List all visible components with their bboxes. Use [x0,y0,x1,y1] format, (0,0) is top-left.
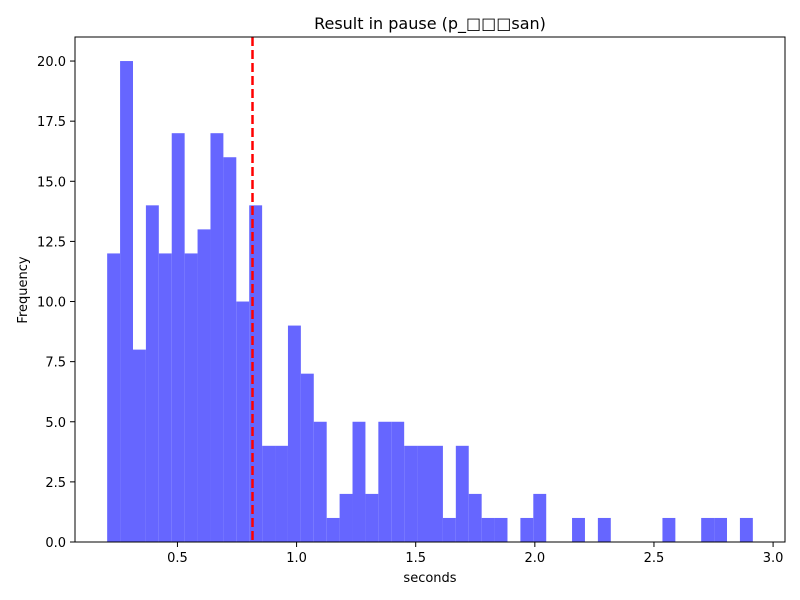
y-tick-label: 5.0 [45,416,66,431]
x-axis-label: seconds [403,571,456,586]
histogram-bar [184,253,198,542]
histogram-bar [739,517,753,542]
histogram-bar [378,421,392,542]
chart-title: Result in pause (p_□□□san) [314,14,546,34]
y-tick-label: 12.5 [37,235,66,250]
plot-frame [74,36,786,543]
histogram-bar [145,205,159,543]
histogram-bar [300,373,314,542]
histogram-bar [158,253,172,542]
histogram-bar [262,445,276,542]
x-axis: 0.5 1.0 1.5 2.0 2.5 3.0 [167,542,783,566]
histogram-bar [468,493,482,542]
histogram-bar [365,493,379,542]
histogram-bar [275,445,288,542]
y-tick-label: 20.0 [37,55,66,70]
histogram-bar [404,445,418,542]
y-tick-label: 7.5 [45,356,66,371]
histogram-bar [249,205,263,543]
histogram-bar [197,229,211,542]
x-tick-label: 3.0 [763,551,784,566]
x-tick-label: 1.5 [405,551,426,566]
histogram-bar [171,133,185,542]
y-axis-label: Frequency [16,256,31,323]
histogram-bar [287,325,301,542]
histogram-bar [481,517,495,542]
histogram-bar [455,445,469,542]
histogram-bar [210,133,224,542]
plot-area [107,37,753,543]
histogram-bar [572,517,585,542]
histogram-bar [430,445,443,542]
histogram-bar [326,517,340,542]
y-tick-label: 15.0 [37,175,66,190]
histogram-bar [236,301,250,542]
histogram-bar [662,517,676,542]
histogram-bar [701,517,715,542]
x-tick-label: 2.5 [644,551,665,566]
y-tick-label: 0.0 [45,536,66,551]
histogram-bar [223,157,237,542]
histogram-bar [714,517,728,542]
histogram-bar [120,61,133,543]
x-tick-label: 1.0 [286,551,307,566]
histogram-bar [533,493,547,542]
y-axis: 0.0 2.5 5.0 7.5 10.0 12.5 15.0 17.5 20.0 [37,55,75,551]
y-tick-label: 17.5 [37,115,66,130]
x-tick-label: 0.5 [167,551,188,566]
histogram-bar [352,421,366,542]
histogram-bar [391,421,405,542]
histogram-bar [597,517,611,542]
x-tick-label: 2.0 [524,551,545,566]
y-tick-label: 2.5 [45,476,66,491]
histogram-bar [442,517,456,542]
histogram-bar [417,445,430,542]
histogram-bar [520,517,534,542]
histogram-bar [132,349,146,542]
histogram-bar [494,517,508,542]
histogram-bar [107,253,121,542]
histogram-bar [339,493,353,542]
y-tick-label: 10.0 [37,296,66,311]
histogram-bar [313,421,327,542]
